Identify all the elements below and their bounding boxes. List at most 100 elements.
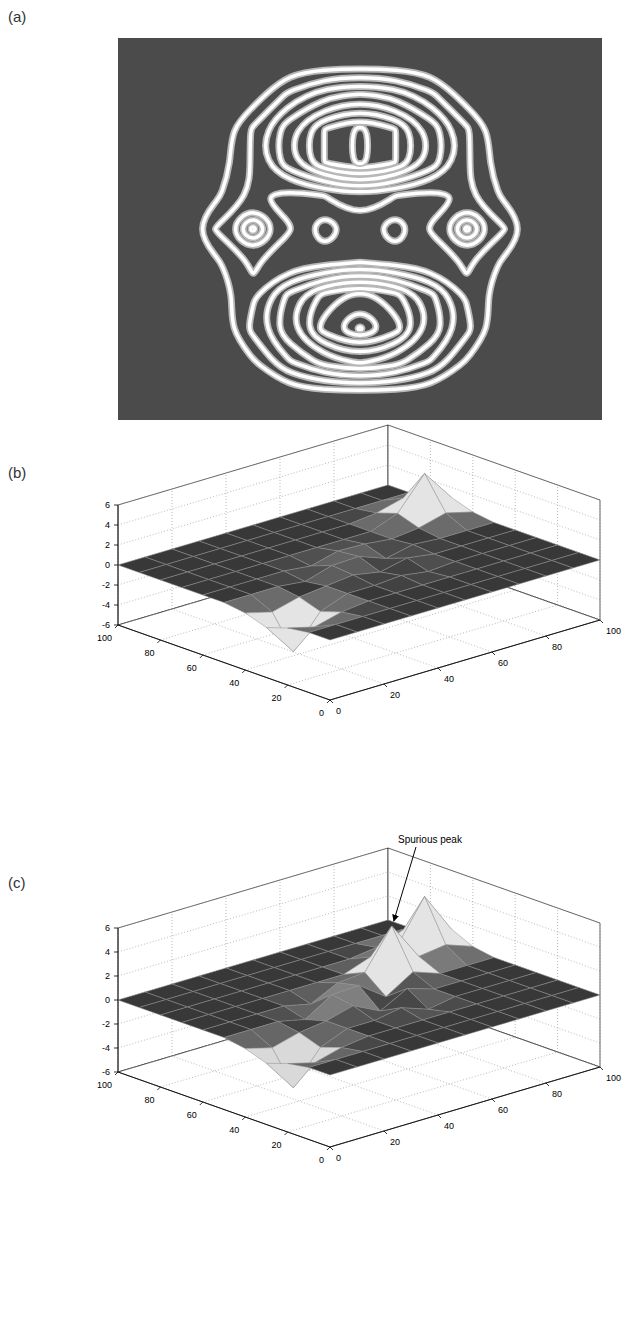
tick — [114, 545, 118, 546]
axes-box — [118, 848, 600, 1147]
tick-label: 0 — [336, 706, 341, 716]
tick — [327, 1147, 330, 1150]
tick — [492, 652, 495, 655]
contour-band — [203, 69, 518, 390]
tick — [114, 1000, 118, 1001]
surface — [118, 474, 600, 652]
tick — [600, 1067, 603, 1070]
grid-line — [388, 525, 600, 600]
tick — [114, 505, 118, 506]
back-wall-y — [388, 425, 600, 620]
panel-label: (b) — [8, 464, 26, 481]
tick — [285, 1132, 288, 1135]
contour-band — [344, 128, 376, 336]
tick — [546, 636, 549, 639]
tick-label: 100 — [97, 633, 112, 643]
back-wall-x — [118, 848, 388, 1072]
tick-label: 4 — [105, 520, 110, 530]
grid-line — [118, 445, 388, 525]
tick-label: 60 — [187, 663, 197, 673]
contour-band-edge — [243, 94, 477, 368]
tick — [330, 700, 333, 703]
surface-cell — [309, 625, 357, 641]
image-background — [118, 38, 602, 420]
tick-label: 80 — [552, 642, 562, 652]
panel: (a) — [8, 8, 602, 420]
grid-line — [288, 605, 558, 685]
contour-band-edge — [251, 104, 469, 363]
grid-line — [388, 545, 600, 620]
grid-line — [226, 1040, 438, 1115]
contour-band — [251, 104, 469, 363]
tick — [114, 1024, 118, 1025]
grid — [118, 425, 600, 700]
grid-line — [203, 575, 473, 655]
tick — [114, 928, 118, 929]
tick — [157, 640, 160, 643]
tick — [242, 670, 245, 673]
grid-line — [118, 992, 388, 1072]
grid-line — [118, 485, 388, 565]
tick-label: -2 — [102, 580, 110, 590]
contour-band-edge — [344, 128, 376, 336]
contour-band-edge — [203, 69, 518, 390]
tick — [114, 1048, 118, 1049]
grid — [118, 848, 600, 1147]
tick-label: 6 — [105, 923, 110, 933]
grid-line — [118, 525, 388, 605]
panel-label: (c) — [8, 874, 26, 891]
grid-line — [118, 505, 388, 585]
tick — [114, 976, 118, 977]
contour-band-edge — [309, 113, 410, 351]
axes-box — [118, 425, 600, 700]
grid-line — [330, 1067, 600, 1147]
surface-cell — [224, 595, 272, 614]
tick — [438, 1115, 441, 1118]
tick-label: 40 — [444, 674, 454, 684]
x-axis-line — [330, 1067, 600, 1147]
grid-line — [172, 1056, 384, 1131]
tick — [384, 1131, 387, 1134]
tick-label: 100 — [606, 626, 621, 636]
tick-label: 0 — [319, 708, 324, 718]
contour-band-edge — [320, 122, 399, 342]
tick-label: 20 — [390, 1137, 400, 1147]
tick — [600, 620, 603, 623]
tick — [115, 1072, 118, 1075]
figure: (a)020406080100020406080100-6-4-20246(b)… — [0, 0, 640, 1321]
contour-marks — [203, 69, 518, 390]
back-wall-x — [118, 425, 388, 625]
tick-label: 2 — [105, 971, 110, 981]
grid-line — [330, 620, 600, 700]
tick-label: 0 — [319, 1155, 324, 1165]
tick — [114, 565, 118, 566]
grid-line — [118, 968, 388, 1048]
tick — [285, 685, 288, 688]
surface-cell — [224, 1030, 272, 1049]
floor — [118, 545, 600, 700]
contour-band-edge — [215, 78, 504, 383]
grid-line — [118, 465, 388, 545]
grid-line — [388, 545, 600, 620]
tick-label: 40 — [444, 1121, 454, 1131]
panel: 020406080100020406080100-6-4-20246(b) — [8, 425, 621, 718]
y-axis-line — [118, 1072, 330, 1147]
tick — [200, 655, 203, 658]
tick-label: 60 — [498, 658, 508, 668]
tick — [492, 1099, 495, 1102]
tick — [327, 700, 330, 703]
tick-label: 20 — [390, 690, 400, 700]
tick — [384, 684, 387, 687]
contour-band — [358, 327, 362, 330]
contour-band-edge — [358, 327, 362, 330]
contour-band — [309, 113, 410, 351]
grid-line — [118, 896, 388, 976]
grid-line — [203, 1022, 473, 1102]
tick — [114, 625, 118, 626]
tick-label: -2 — [102, 1019, 110, 1029]
floor — [118, 992, 600, 1147]
axes: 020406080100020406080100-6-4-20246 — [97, 923, 621, 1165]
tick-label: 100 — [97, 1080, 112, 1090]
tick — [114, 585, 118, 586]
tick-label: 0 — [336, 1153, 341, 1163]
